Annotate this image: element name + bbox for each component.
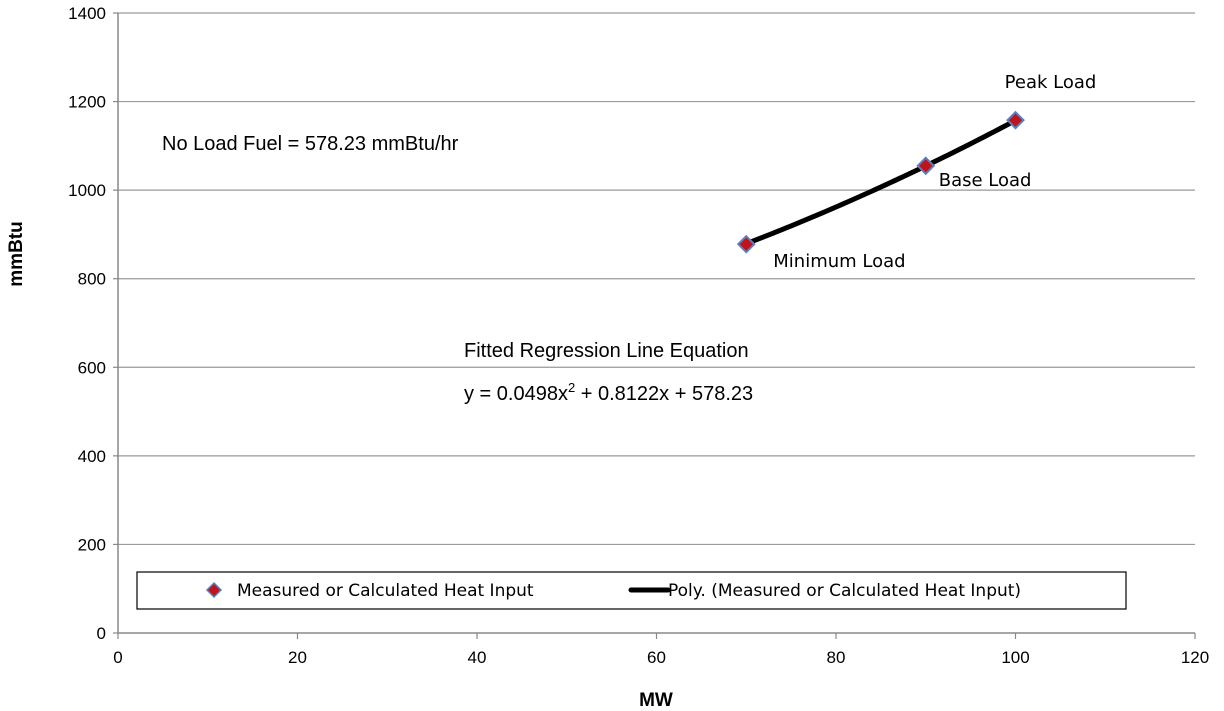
x-tick-label: 40 <box>468 648 487 667</box>
regression-title-annotation: Fitted Regression Line Equation <box>464 340 749 362</box>
legend: Measured or Calculated Heat Input Poly. … <box>137 572 1126 609</box>
legend-label-measured: Measured or Calculated Heat Input <box>237 581 534 601</box>
x-tick-labels: 0 20 40 60 80 100 120 <box>113 633 1209 667</box>
x-tick-label: 0 <box>113 648 122 667</box>
y-tick-label: 200 <box>78 535 106 554</box>
x-tick-label: 100 <box>1001 648 1029 667</box>
y-axis-title: mmBtu <box>6 221 27 286</box>
y-tick-label: 400 <box>78 447 106 466</box>
equation-exponent: 2 <box>568 380 575 395</box>
y-tick-label: 800 <box>78 270 106 289</box>
x-tick-label: 60 <box>647 648 666 667</box>
axes <box>118 13 1195 633</box>
data-point-label: Base Load <box>939 170 1032 191</box>
data-point-marker <box>918 158 934 174</box>
data-point-marker <box>738 236 754 252</box>
equation-prefix: y = 0.0498x <box>464 383 568 405</box>
x-tick-label: 80 <box>827 648 846 667</box>
x-tick-label: 20 <box>288 648 307 667</box>
y-tick-label: 600 <box>78 358 106 377</box>
y-tick-labels: 0 200 400 600 800 1000 1200 1400 <box>68 4 118 643</box>
equation-suffix: + 0.8122x + 578.23 <box>575 383 753 405</box>
y-tick-label: 1000 <box>68 181 106 200</box>
data-point-label: Peak Load <box>1005 72 1097 93</box>
regression-equation-annotation: y = 0.0498x2 + 0.8122x + 578.23 <box>464 380 753 405</box>
x-tick-label: 120 <box>1181 648 1209 667</box>
y-tick-label: 0 <box>97 624 106 643</box>
x-axis-title: MW <box>639 690 673 711</box>
y-tick-label: 1200 <box>68 93 106 112</box>
data-point-label: Minimum Load <box>773 251 905 272</box>
y-tick-label: 1400 <box>68 4 106 23</box>
legend-label-poly: Poly. (Measured or Calculated Heat Input… <box>668 581 1021 601</box>
no-load-fuel-annotation: No Load Fuel = 578.23 mmBtu/hr <box>162 133 459 155</box>
